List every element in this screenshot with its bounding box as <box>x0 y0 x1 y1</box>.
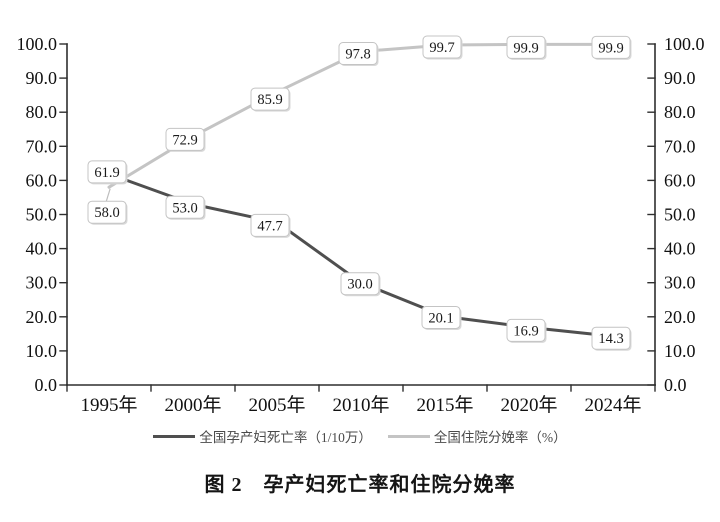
point-label: 14.3 <box>591 326 632 351</box>
chart-legend: 全国孕产妇死亡率（1/10万） 全国住院分娩率（%） <box>0 426 720 446</box>
svg-text:99.9: 99.9 <box>598 40 623 56</box>
svg-text:53.0: 53.0 <box>172 200 197 216</box>
y-tick-label-right: 10.0 <box>664 341 696 361</box>
point-label: 47.7 <box>250 213 291 238</box>
y-tick-label-right: 30.0 <box>664 273 696 293</box>
y-tick-label-left: 10.0 <box>26 341 58 361</box>
legend-swatch-mortality-line <box>153 434 196 438</box>
x-tick-label: 2005年 <box>248 394 305 416</box>
point-label: 53.0 <box>165 195 206 220</box>
legend-label-delivery: 全国住院分娩率（%） <box>433 430 567 445</box>
svg-text:30.0: 30.0 <box>347 277 372 293</box>
legend-item-mortality: 全国孕产妇死亡率（1/10万） <box>153 426 372 446</box>
x-tick-label: 2010年 <box>332 394 389 416</box>
y-tick-label-right: 80.0 <box>664 102 696 122</box>
y-tick-label-left: 50.0 <box>26 205 58 225</box>
svg-text:58.0: 58.0 <box>94 205 119 221</box>
y-tick-label-left: 70.0 <box>26 136 58 156</box>
x-tick-label: 1995年 <box>80 394 137 416</box>
x-tick-label: 2000年 <box>164 394 221 416</box>
point-label: 99.7 <box>422 35 463 60</box>
x-tick-label: 2024年 <box>584 394 641 416</box>
y-tick-label-right: 90.0 <box>664 68 696 88</box>
y-tick-label-left: 40.0 <box>26 239 58 259</box>
point-label: 85.9 <box>250 87 291 112</box>
svg-text:16.9: 16.9 <box>513 323 538 339</box>
svg-text:99.7: 99.7 <box>429 40 454 56</box>
y-tick-label-left: 90.0 <box>26 68 58 88</box>
svg-text:14.3: 14.3 <box>598 331 623 347</box>
svg-text:61.9: 61.9 <box>94 165 119 181</box>
legend-swatch-delivery-line <box>387 434 430 438</box>
y-tick-label-left: 80.0 <box>26 102 58 122</box>
point-label: 58.0 <box>87 200 128 225</box>
point-label: 99.9 <box>591 35 632 60</box>
point-label: 97.8 <box>338 42 379 67</box>
y-tick-label-right: 0.0 <box>664 375 687 395</box>
y-tick-label-right: 40.0 <box>664 239 696 259</box>
svg-text:20.1: 20.1 <box>428 310 453 326</box>
figure-caption: 图 2 孕产妇死亡率和住院分娩率 <box>204 474 516 496</box>
point-label: 61.9 <box>87 160 128 185</box>
point-label: 30.0 <box>340 272 381 297</box>
y-tick-label-left: 60.0 <box>26 170 58 190</box>
point-label: 16.9 <box>506 318 547 343</box>
legend-label-mortality: 全国孕产妇死亡率（1/10万） <box>199 430 372 445</box>
y-tick-label-right: 50.0 <box>664 205 696 225</box>
legend-item-delivery: 全国住院分娩率（%） <box>387 426 567 446</box>
y-tick-label-left: 100.0 <box>17 34 58 54</box>
x-tick-label: 2020年 <box>500 394 557 416</box>
point-label: 99.9 <box>506 35 547 60</box>
y-tick-label-right: 20.0 <box>664 307 696 327</box>
y-tick-label-right: 60.0 <box>664 170 696 190</box>
svg-text:99.9: 99.9 <box>513 40 538 56</box>
line-chart: 0.0 0.0 10.0 10.0 20.0 20.0 30.0 30.0 40.0 40.0 50… <box>17 34 705 416</box>
y-tick-label-right: 100.0 <box>664 34 705 54</box>
svg-text:85.9: 85.9 <box>257 92 282 108</box>
axes: 0.0 0.0 10.0 10.0 20.0 20.0 30.0 30.0 40.0 40.0 50… <box>17 34 705 416</box>
svg-text:72.9: 72.9 <box>172 132 197 148</box>
y-tick-label-left: 30.0 <box>26 273 58 293</box>
point-label: 72.9 <box>165 127 206 152</box>
svg-text:97.8: 97.8 <box>345 47 370 63</box>
y-tick-label-right: 70.0 <box>664 136 696 156</box>
svg-text:47.7: 47.7 <box>257 218 282 234</box>
y-tick-label-left: 0.0 <box>35 375 58 395</box>
x-tick-label: 2015年 <box>416 394 473 416</box>
y-tick-label-left: 20.0 <box>26 307 58 327</box>
point-label: 20.1 <box>421 305 462 330</box>
